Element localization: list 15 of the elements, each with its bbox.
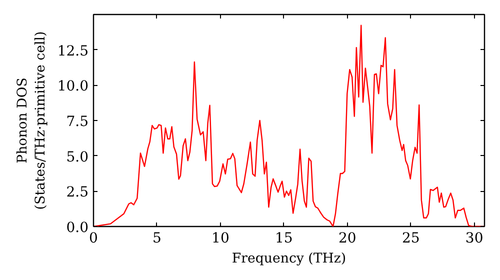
y-tick-label: 2.5 xyxy=(66,184,88,201)
y-tick-label: 10.0 xyxy=(57,78,88,95)
x-tick-label: 30 xyxy=(465,230,484,246)
y-axis-title: Phonon DOS (States/THz·primitive cell) xyxy=(15,31,48,210)
y-tick-label: 12.5 xyxy=(57,43,88,60)
x-axis-title: Frequency (THz) xyxy=(232,252,346,266)
x-tick-label: 10 xyxy=(212,230,230,246)
x-tick-label: 0 xyxy=(89,230,98,246)
x-tick-label: 25 xyxy=(402,230,420,246)
y-tick-label: 7.5 xyxy=(66,114,88,130)
y-tick-label: 5.0 xyxy=(66,149,88,166)
y-tick-label: 0.0 xyxy=(66,220,88,236)
x-tick-label: 15 xyxy=(275,230,293,246)
x-tick-label: 20 xyxy=(338,230,356,246)
x-tick-label: 5 xyxy=(152,230,162,246)
